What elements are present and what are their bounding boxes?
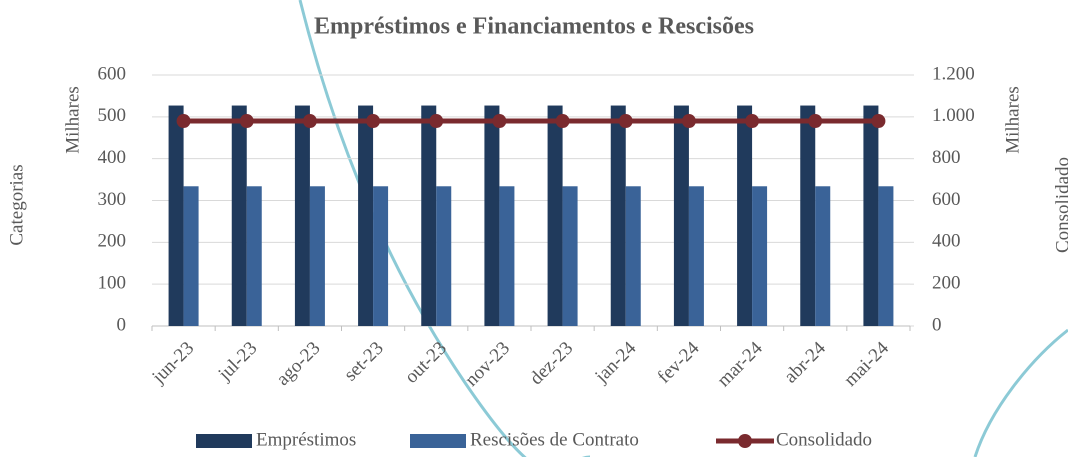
y-tick-label: 400 (98, 147, 127, 168)
x-tick-label: jun-23 (148, 338, 199, 389)
x-tick-label: out-23 (401, 338, 451, 388)
x-tick-label: fev-24 (654, 337, 704, 387)
bar (673, 105, 689, 326)
y-axis-title: Categorias (6, 164, 27, 245)
line-marker (555, 114, 570, 129)
bar (373, 186, 389, 326)
bar (610, 105, 626, 326)
x-tick-label: jul-23 (214, 338, 262, 386)
x-tick-label: mai-24 (840, 337, 893, 390)
decor-curve (298, 0, 590, 457)
decor-curve (973, 328, 1068, 457)
y2-tick-label: 1.200 (932, 63, 975, 84)
y-tick-label: 0 (117, 314, 127, 335)
y2-tick-label: 600 (932, 189, 961, 210)
line-marker (681, 114, 696, 129)
y2-unit-label: Milhares (1002, 86, 1023, 154)
bar (168, 105, 184, 326)
line-marker (429, 114, 444, 129)
bar (231, 105, 247, 326)
x-tick-label: mar-24 (713, 337, 767, 391)
bar (436, 186, 452, 326)
line-marker (366, 114, 381, 129)
y-tick-label: 200 (98, 231, 127, 252)
bar (688, 186, 704, 326)
legend-label: Empréstimos (256, 429, 356, 450)
x-tick-label: dez-23 (526, 338, 577, 389)
y-tick-label: 500 (98, 105, 127, 126)
line-marker (745, 114, 760, 129)
bar (294, 105, 310, 326)
bar (625, 186, 641, 326)
bar (484, 105, 500, 326)
x-tick-label: abr-24 (780, 337, 830, 387)
legend-swatch (738, 434, 752, 448)
y2-tick-label: 400 (932, 231, 961, 252)
x-tick-label: set-23 (340, 338, 388, 386)
bar (246, 186, 262, 326)
y2-axis-title: Consolidado (1052, 157, 1068, 253)
y2-tick-label: 0 (932, 314, 942, 335)
y-tick-label: 300 (98, 189, 127, 210)
line-marker (492, 114, 507, 129)
x-tick-label: ago-23 (272, 338, 324, 390)
line-marker (239, 114, 254, 129)
bar (800, 105, 816, 326)
bar (562, 186, 578, 326)
line-marker (302, 114, 317, 129)
y2-tick-label: 1.000 (932, 105, 975, 126)
bar (499, 186, 515, 326)
line-marker (808, 114, 823, 129)
bar (863, 105, 879, 326)
chart-title: Empréstimos e Financiamentos e Rescisões (314, 14, 754, 40)
y-unit-label: Milhares (62, 86, 83, 154)
y-tick-label: 100 (98, 273, 127, 294)
x-tick-label: jan-24 (590, 337, 640, 387)
line-marker (871, 114, 886, 129)
bar (309, 186, 325, 326)
bar (737, 105, 753, 326)
legend-label: Consolidado (776, 429, 872, 450)
bar (547, 105, 563, 326)
line-marker (618, 114, 633, 129)
bar (878, 186, 894, 326)
bar (421, 105, 437, 326)
y2-tick-label: 200 (932, 273, 961, 294)
bar (815, 186, 831, 326)
legend-label: Rescisões de Contrato (470, 429, 639, 450)
bar (358, 105, 374, 326)
bar (752, 186, 768, 326)
bar (183, 186, 199, 326)
legend-swatch (410, 434, 466, 448)
legend-swatch (196, 434, 252, 448)
line-marker (176, 114, 191, 129)
y-tick-label: 600 (98, 63, 127, 84)
x-tick-label: nov-23 (461, 338, 514, 391)
y2-tick-label: 800 (932, 147, 961, 168)
